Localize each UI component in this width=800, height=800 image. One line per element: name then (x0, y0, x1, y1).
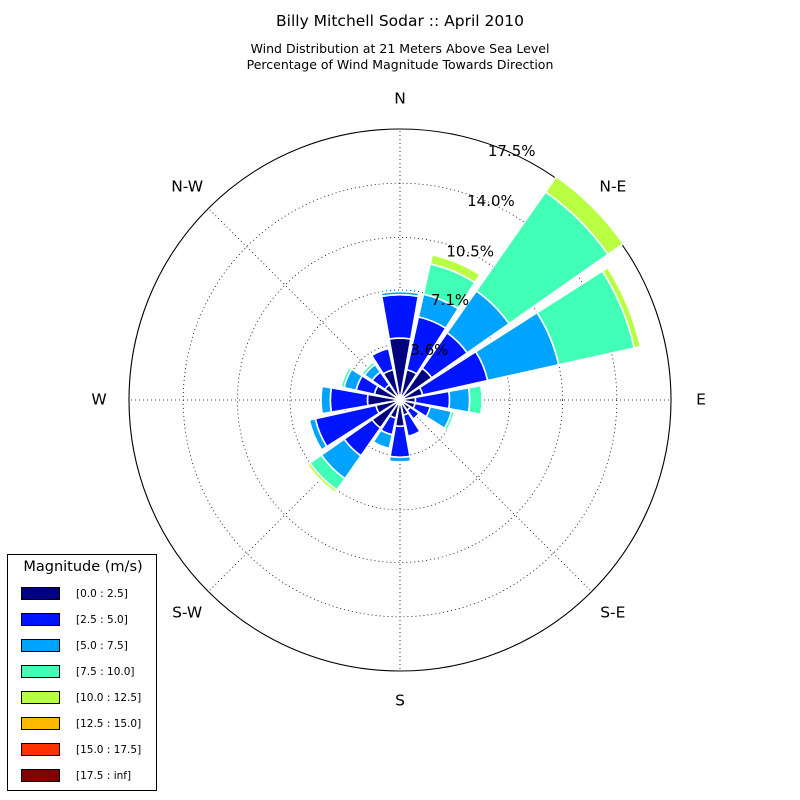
direction-label: N-E (599, 178, 626, 196)
direction-label: N-W (171, 178, 203, 196)
radial-tick-label: 14.0% (467, 192, 515, 210)
wind-bar-segment (467, 384, 483, 416)
wind-bar-segment (402, 411, 422, 438)
wind-bar-segment (443, 410, 456, 432)
direction-label: S-W (172, 603, 202, 621)
wind-bar-segment (306, 461, 339, 494)
outer-frame-circle (128, 128, 672, 672)
legend-swatch (21, 587, 60, 600)
radial-tick-label: 3.6% (410, 341, 448, 359)
wind-bar-segment (405, 405, 421, 421)
radial-tick-label: 7.1% (431, 291, 469, 309)
legend-swatch (21, 691, 60, 704)
wind-bar-segment (370, 347, 395, 375)
wind-bar-segment (388, 455, 412, 463)
legend-label: [5.0 : 7.5] (76, 640, 128, 652)
radial-tick-label: 17.5% (488, 142, 536, 160)
legend-label: [0.0 : 2.5] (76, 588, 128, 600)
legend-swatch (21, 639, 60, 652)
wind-bar-segment (601, 266, 642, 350)
radial-tick-label: 10.5% (446, 242, 494, 260)
direction-label: W (91, 391, 106, 409)
radial-grid-circle (289, 289, 511, 511)
wind-bar-segment (429, 253, 481, 284)
legend-swatch (21, 743, 60, 756)
legend-swatch (21, 665, 60, 678)
wind-bar-segment (447, 386, 471, 414)
wind-bar-segment (380, 290, 420, 298)
labels-layer: 3.6% 7.1% 10.5% 14.0% 17.5% N N-E E S-E S S-W W N-W (91, 90, 706, 710)
legend-swatch (21, 769, 60, 782)
legend: Magnitude (m/s) [0.0 : 2.5] [2.5 : 5.0] [5… (7, 554, 157, 791)
wind-bar-segment (308, 417, 328, 452)
legend-swatch (21, 613, 60, 626)
radial-grid-circle (236, 236, 564, 564)
legend-swatch (21, 717, 60, 730)
legend-label: [17.5 : inf] (76, 770, 132, 782)
chart-subtitle-line-2: Percentage of Wind Magnitude Towards Dir… (246, 57, 554, 72)
angular-grid-line (399, 399, 592, 592)
chart-title: Billy Mitchell Sodar :: April 2010 (276, 12, 524, 30)
chart-subtitle-line-1: Wind Distribution at 21 Meters Above Sea… (250, 41, 550, 56)
wind-bar-segment (340, 366, 353, 389)
direction-label: N (394, 90, 406, 108)
wind-bar-segment (380, 293, 420, 340)
legend-label: [12.5 : 15.0] (76, 718, 142, 730)
wind-bar-segment (544, 175, 625, 256)
direction-label: S (395, 692, 405, 710)
legend-label: [10.0 : 12.5] (76, 692, 142, 704)
direction-label: E (696, 391, 706, 409)
legend-label: [7.5 : 10.0] (76, 666, 135, 678)
wind-bar-segment (320, 385, 333, 415)
wind-bar-segment (360, 360, 377, 377)
bars-layer (306, 175, 642, 494)
legend-title: Magnitude (m/s) (23, 559, 143, 575)
legend-label: [15.0 : 17.5] (76, 744, 142, 756)
direction-label: S-E (600, 603, 625, 621)
chart-subtitle: Wind Distribution at 21 Meters Above Sea… (0, 41, 800, 73)
legend-label: [2.5 : 5.0] (76, 614, 128, 626)
wind-bar-segment (372, 428, 394, 450)
